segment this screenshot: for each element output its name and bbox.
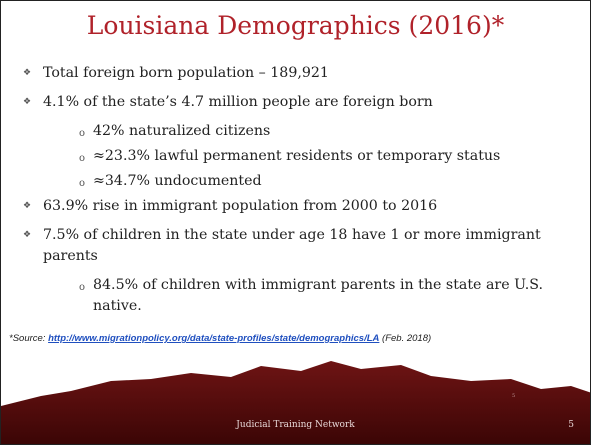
page-number: 5: [568, 420, 574, 430]
sub-bullet: 84.5% of children with immigrant parents…: [23, 275, 573, 317]
footer-wave: [1, 351, 591, 445]
bullet: 7.5% of children in the state under age …: [23, 225, 573, 267]
bullet-list: Total foreign born population – 189,921 4…: [23, 63, 573, 321]
sub-bullet: ≈23.3% lawful permanent residents or tem…: [23, 146, 573, 167]
bullet: 63.9% rise in immigrant population from …: [23, 196, 573, 217]
source-suffix: (Feb. 2018): [379, 333, 431, 344]
source-note: *Source: http://www.migrationpolicy.org/…: [9, 333, 431, 344]
page-mark: 5: [512, 393, 515, 399]
sub-bullet: 42% naturalized citizens: [23, 121, 573, 142]
slide: Louisiana Demographics (2016)* Total for…: [0, 0, 591, 445]
sub-bullet: ≈34.7% undocumented: [23, 171, 573, 192]
source-link[interactable]: http://www.migrationpolicy.org/data/stat…: [48, 333, 379, 344]
footer-text: Judicial Training Network: [1, 420, 590, 430]
bullet: Total foreign born population – 189,921: [23, 63, 573, 84]
source-prefix: *Source:: [9, 333, 48, 344]
bullet: 4.1% of the state’s 4.7 million people a…: [23, 92, 573, 113]
slide-title: Louisiana Demographics (2016)*: [1, 11, 590, 40]
